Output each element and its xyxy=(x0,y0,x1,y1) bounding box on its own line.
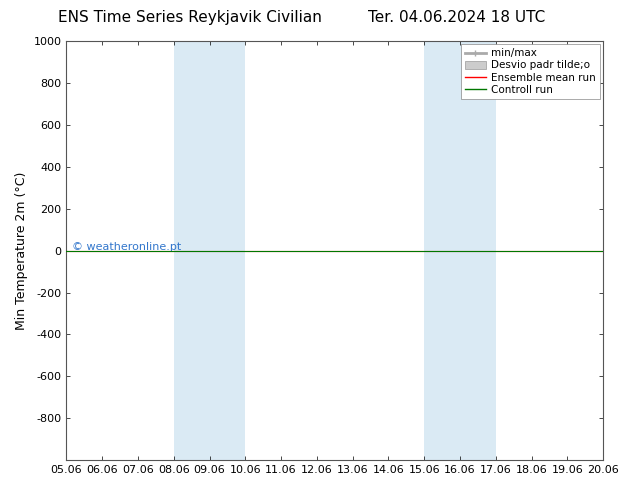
Legend: min/max, Desvio padr tilde;o, Ensemble mean run, Controll run: min/max, Desvio padr tilde;o, Ensemble m… xyxy=(461,44,600,99)
Text: © weatheronline.pt: © weatheronline.pt xyxy=(72,242,181,252)
Text: Ter. 04.06.2024 18 UTC: Ter. 04.06.2024 18 UTC xyxy=(368,10,545,25)
Bar xyxy=(174,41,245,460)
Text: ENS Time Series Reykjavik Civilian: ENS Time Series Reykjavik Civilian xyxy=(58,10,322,25)
Bar xyxy=(424,41,496,460)
Y-axis label: Min Temperature 2m (°C): Min Temperature 2m (°C) xyxy=(15,172,28,330)
